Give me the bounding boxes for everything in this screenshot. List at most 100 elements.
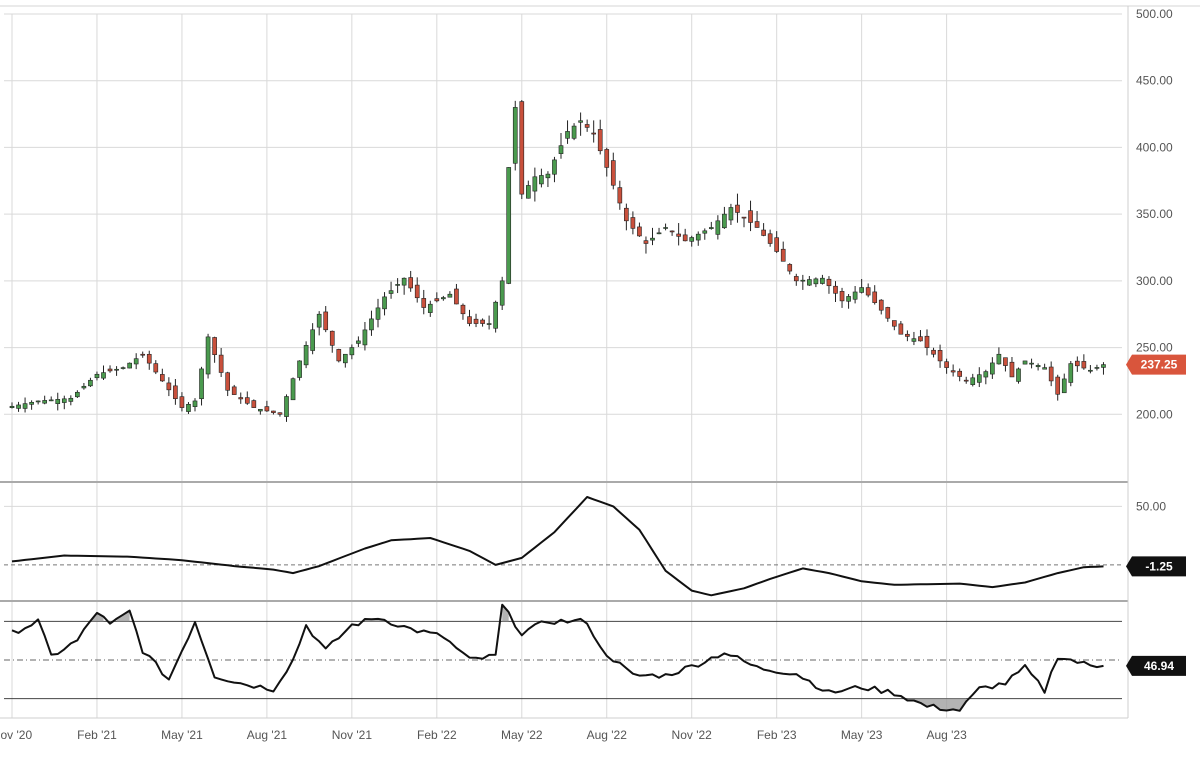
y-axis: 500.00 450.00 400.00 350.00 300.00 250.00 200.… [1136, 7, 1173, 513]
candle-up [369, 318, 374, 331]
candle-down [878, 299, 884, 311]
candle-up [525, 185, 531, 199]
candle-down [159, 374, 165, 382]
candle-down [323, 311, 329, 331]
candle-down [741, 216, 747, 219]
candle-up [192, 400, 198, 407]
candle-up [715, 220, 721, 235]
rsi-last-tag: 46.94 [1126, 655, 1186, 676]
rsi-panel [4, 603, 1122, 712]
candle-down [421, 298, 427, 308]
candle-up [199, 368, 204, 400]
candle-up [441, 297, 446, 300]
candle-down [166, 382, 172, 391]
candle-up [708, 227, 714, 229]
x-tick-label: May '23 [841, 728, 883, 742]
candle-down [833, 285, 838, 294]
candle-down [617, 187, 623, 204]
candle-down [336, 349, 342, 362]
candle-down [591, 132, 597, 135]
candle-down [931, 349, 936, 355]
candle-down [519, 101, 525, 195]
momentum-panel [4, 496, 1122, 597]
momentum-last-tag-text: -1.25 [1145, 559, 1173, 573]
x-tick-label: Feb '22 [417, 728, 457, 742]
candle-up [55, 399, 61, 404]
candle-up [1061, 378, 1067, 394]
candle-up [578, 120, 583, 123]
candle-up [1029, 362, 1034, 365]
candle-down [624, 207, 629, 222]
price-last-tag-text: 237.25 [1141, 358, 1178, 372]
x-tick-label: Nov '20 [0, 728, 32, 742]
candle-down [826, 278, 832, 287]
momentum-last-tag-bg [1126, 556, 1186, 577]
candle-down [179, 396, 185, 408]
candle-down [1055, 376, 1061, 395]
candle-up [545, 173, 551, 179]
candle-down [329, 330, 335, 346]
candle-down [780, 248, 786, 262]
candle-down [244, 397, 250, 404]
candle-down [937, 350, 943, 362]
candle-down [767, 233, 773, 244]
candle-up [88, 379, 93, 387]
candle-down [754, 221, 760, 228]
candle-down [251, 400, 257, 408]
candle-up [1068, 363, 1074, 383]
candle-up [506, 167, 512, 284]
candle-up [558, 145, 564, 154]
candle-up [996, 353, 1002, 365]
candle-up [68, 397, 74, 402]
candle-up [297, 360, 302, 378]
candle-down [597, 129, 603, 152]
x-tick-label: Aug '21 [247, 728, 288, 742]
rsi-last-tag-bg [1126, 655, 1186, 676]
candle-down [918, 336, 923, 342]
x-tick-label: Feb '23 [757, 728, 797, 742]
momentum-last-tag: -1.25 [1126, 556, 1186, 577]
candle-down [264, 406, 270, 412]
x-tick-label: Aug '23 [926, 728, 967, 742]
candle-up [427, 303, 433, 313]
candle-down [865, 287, 871, 296]
candle-down [140, 353, 146, 356]
candle-up [42, 400, 48, 404]
candle-up [382, 296, 387, 310]
candle-up [1042, 367, 1047, 370]
candle-up [388, 290, 394, 294]
candle-up [1101, 364, 1106, 368]
candle-up [512, 107, 518, 164]
candle-up [1016, 368, 1021, 382]
candle-down [584, 124, 590, 128]
candle-up [447, 293, 453, 298]
candle-down [891, 320, 897, 327]
candle-up [532, 176, 538, 192]
candle-down [1009, 361, 1015, 378]
candle-down [107, 368, 113, 372]
candle-up [1022, 360, 1028, 365]
y-tick-label: 250.00 [1136, 341, 1173, 355]
candle-up [493, 301, 498, 329]
candle-up [499, 280, 505, 306]
x-tick-label: May '21 [161, 728, 203, 742]
last-value-tags: 237.25 -1.25 46.94 [1126, 354, 1186, 676]
candle-up [911, 338, 917, 342]
x-tick-label: Feb '21 [77, 728, 117, 742]
candle-up [284, 396, 289, 417]
candle-down [454, 288, 459, 305]
candle-down [1081, 361, 1087, 369]
candle-up [375, 307, 381, 320]
candle-up [983, 371, 989, 378]
candle-up [133, 358, 139, 365]
candle-up [114, 368, 119, 371]
candle-up [846, 296, 851, 302]
candle-up [303, 345, 309, 366]
x-tick-label: May '22 [501, 728, 543, 742]
candle-up [342, 353, 348, 364]
candle-down [761, 229, 766, 236]
candle-up [186, 403, 191, 412]
candle-up [35, 400, 41, 403]
candle-down [676, 233, 681, 237]
candle-up [94, 373, 100, 379]
